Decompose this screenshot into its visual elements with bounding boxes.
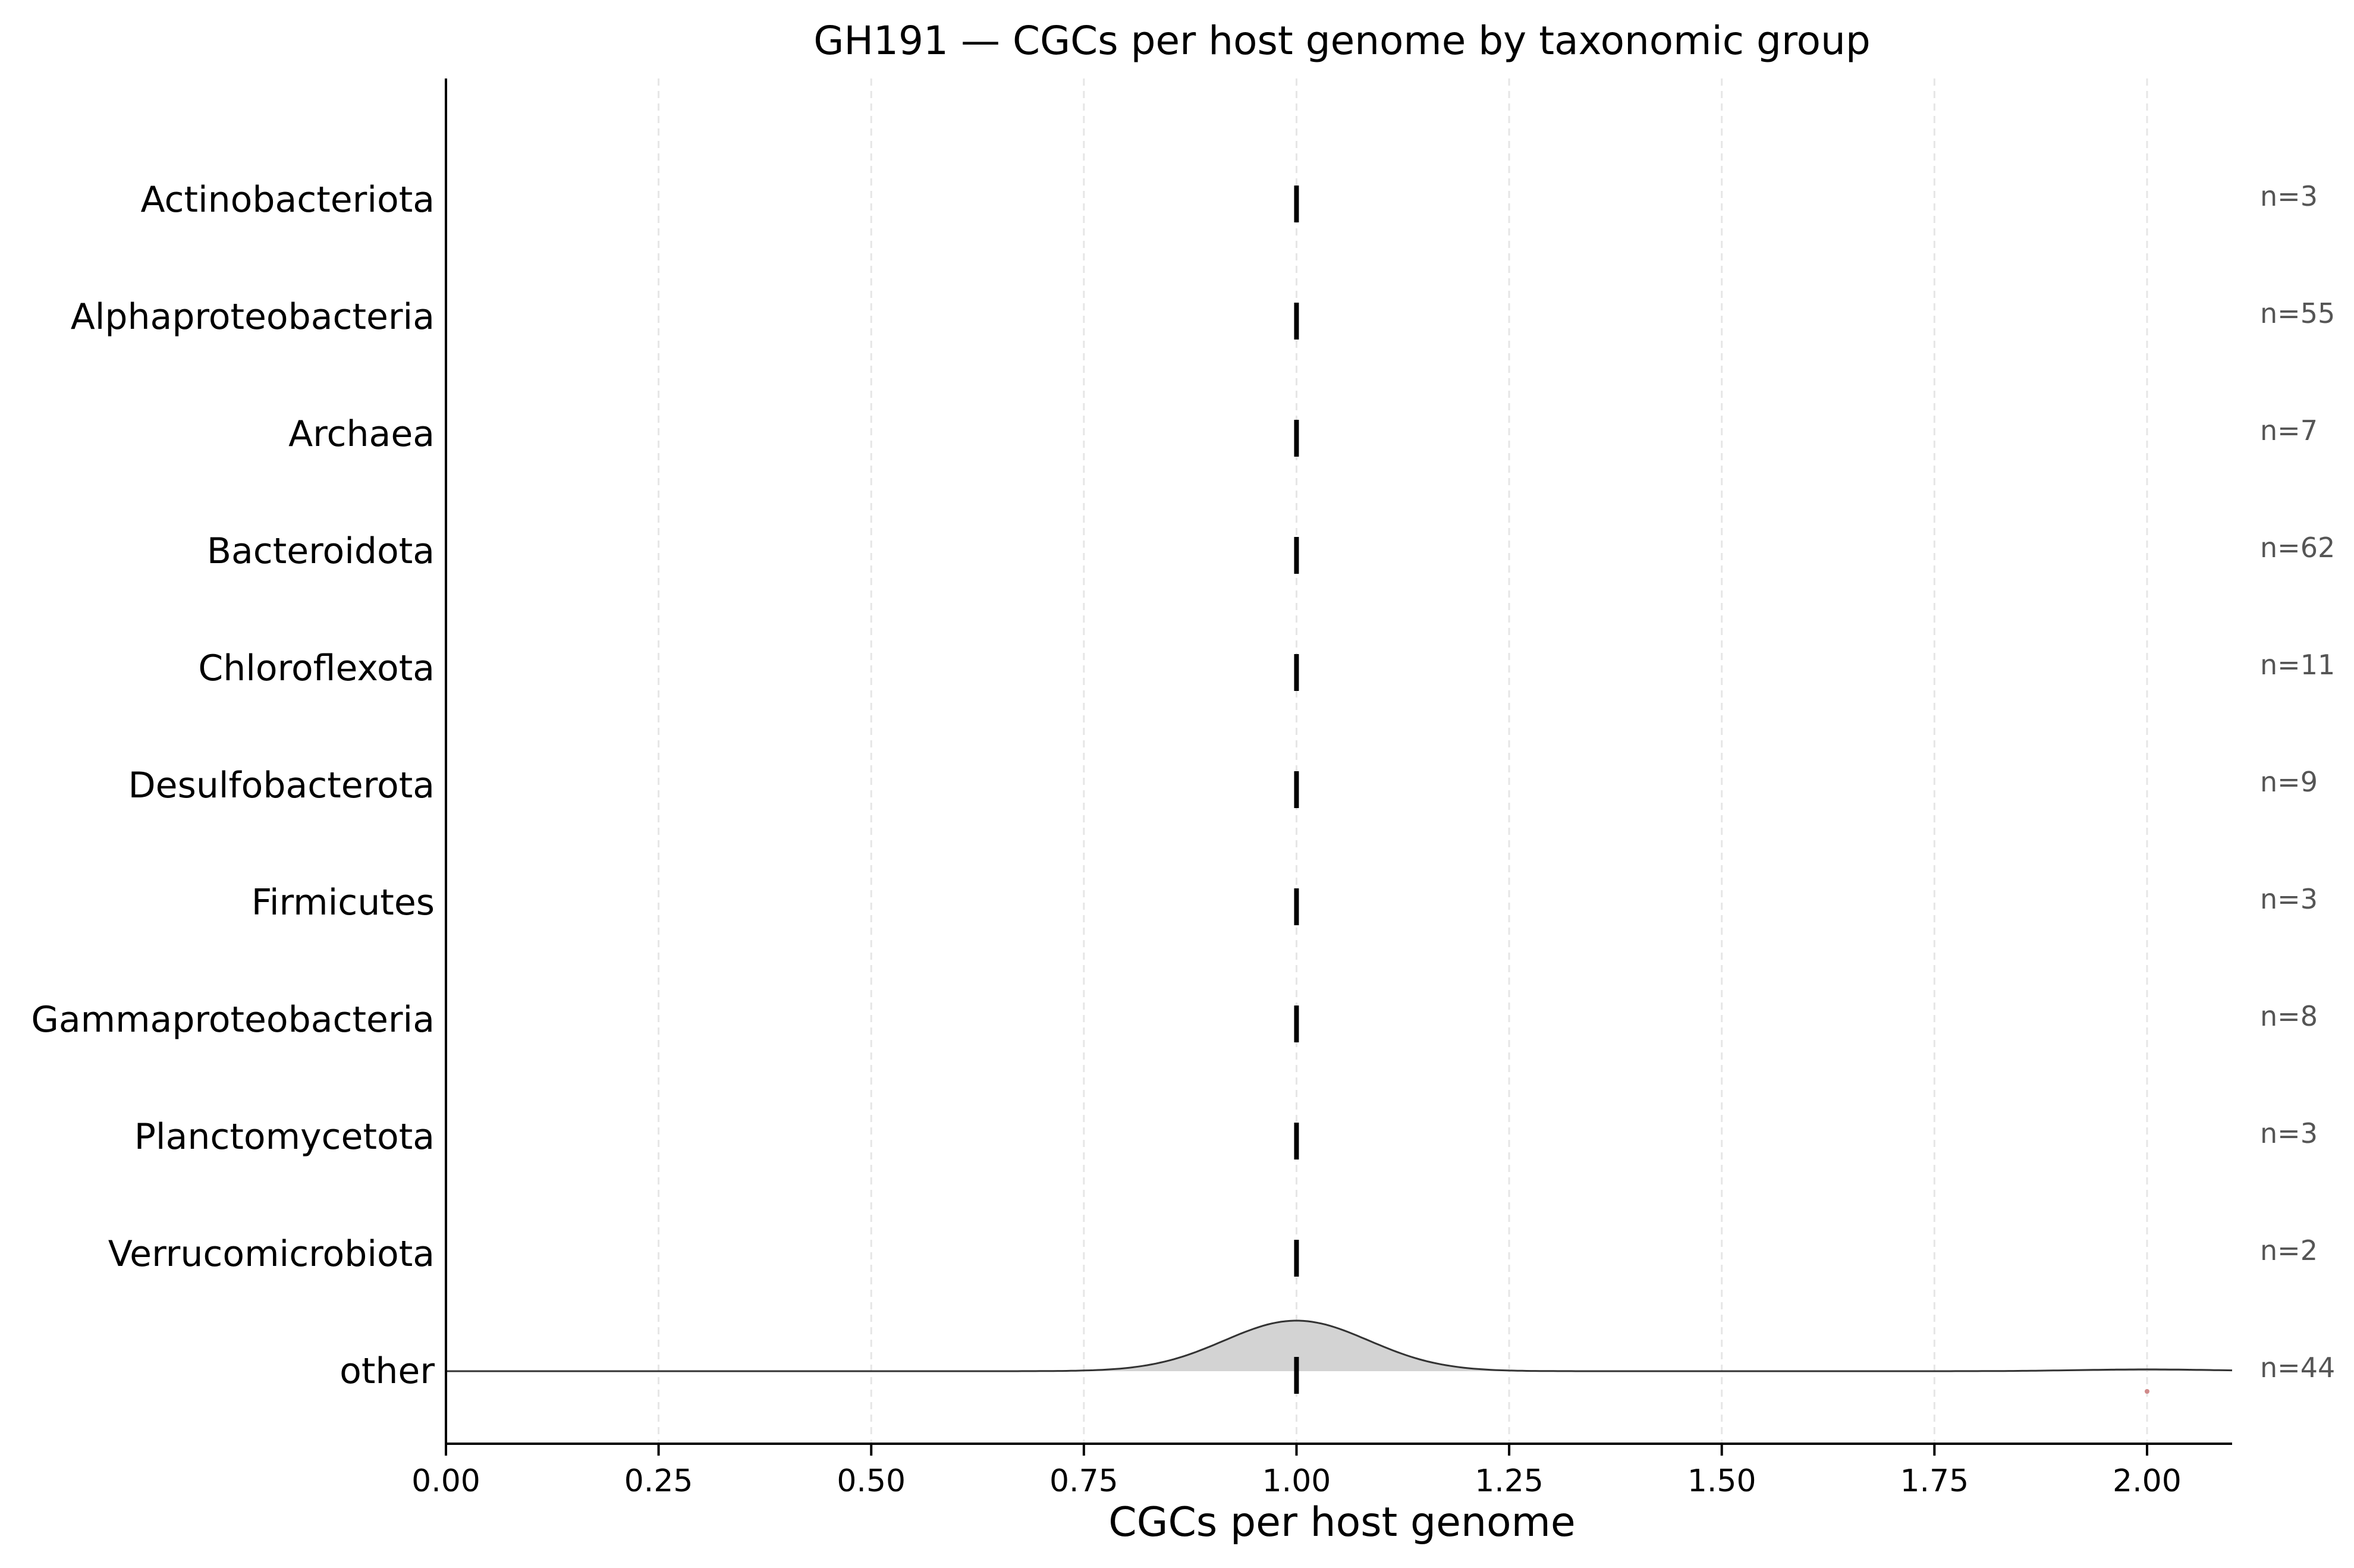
category-labels: Actinobacteriota Alphaproteobacteria Archa… (31, 179, 435, 1392)
category-label: Firmicutes (252, 882, 435, 923)
category-label: Actinobacteriota (140, 179, 435, 221)
category-label: Planctomycetota (134, 1116, 435, 1158)
x-tick-label: 1.25 (1475, 1463, 1544, 1499)
count-label: n=11 (2260, 649, 2335, 681)
x-tick-label: 0.75 (1049, 1463, 1118, 1499)
outlier-point (2144, 1389, 2149, 1394)
count-label: n=2 (2260, 1234, 2318, 1267)
count-label: n=7 (2260, 414, 2318, 447)
count-label: n=62 (2260, 532, 2335, 564)
count-label: n=3 (2260, 1117, 2318, 1149)
x-tick-label: 2.00 (2113, 1463, 2182, 1499)
x-tick-label: 1.00 (1262, 1463, 1331, 1499)
count-label: n=44 (2260, 1352, 2335, 1384)
category-label: Bacteroidota (207, 530, 435, 572)
x-tick-label: 0.00 (411, 1463, 480, 1499)
category-label: Gammaproteobacteria (31, 999, 435, 1041)
category-label: Desulfobacterota (128, 765, 435, 806)
x-tick-label: 1.50 (1687, 1463, 1756, 1499)
category-label: Archaea (288, 413, 435, 455)
density-outline (446, 1319, 2233, 1372)
x-axis-ticks: 0.00 0.25 0.50 0.75 1.00 1.25 1.50 1.75 2.00 (411, 1444, 2182, 1499)
chart-title: GH191 — CGCs per host genome by taxonomi… (813, 18, 1871, 64)
x-tick-label: 0.25 (624, 1463, 693, 1499)
count-label: n=8 (2260, 1000, 2318, 1032)
category-label: other (340, 1350, 435, 1392)
count-label: n=9 (2260, 766, 2318, 798)
count-label: n=55 (2260, 297, 2335, 329)
category-label: Chloroflexota (198, 648, 435, 689)
category-label: Alphaproteobacteria (71, 296, 435, 338)
count-labels: n=3 n=55 n=7 n=62 n=11 n=9 n=3 n=8 n=3 n=2 n=44 (2260, 180, 2335, 1384)
grid-lines (658, 78, 2148, 1444)
category-label: Verrucomicrobiota (108, 1233, 435, 1275)
x-tick-label: 1.75 (1900, 1463, 1969, 1499)
count-label: n=3 (2260, 180, 2318, 212)
count-label: n=3 (2260, 883, 2318, 915)
x-tick-label: 0.50 (837, 1463, 906, 1499)
x-axis-label: CGCs per host genome (1108, 1499, 1575, 1546)
density-fill (446, 1321, 2232, 1371)
density-ridges (446, 1319, 2233, 1394)
